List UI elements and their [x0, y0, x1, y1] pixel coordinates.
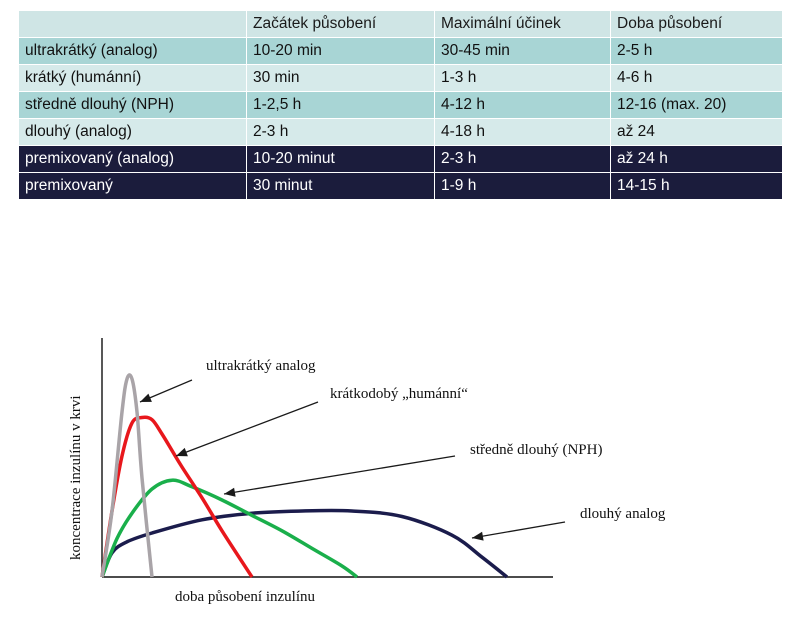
table-row: dlouhý (analog) 2-3 h 4-18 h až 24 [18, 118, 783, 146]
annotation-arrowhead-dlouhy-analog [472, 531, 484, 541]
y-axis-label: koncentrace inzulínu v krvi [68, 395, 84, 560]
cell-duration: až 24 [610, 118, 783, 146]
table-header-corner [18, 10, 247, 38]
cell-onset: 30 minut [246, 172, 435, 200]
cell-peak: 1-3 h [434, 64, 611, 92]
insulin-table: Začátek působení Maximální účinek Doba p… [18, 10, 783, 200]
table-row: premixovaný (analog) 10-20 minut 2-3 h a… [18, 145, 783, 173]
annotation-ultrakratky-analog: ultrakrátký analog [206, 358, 316, 374]
annotation-kratkodoby-humanni: krátkodobý „humánní“ [330, 386, 468, 402]
table-row: krátký (humánní) 30 min 1-3 h 4-6 h [18, 64, 783, 92]
annotation-arrow-dlouhy-analog [471, 521, 566, 539]
cell-peak: 4-12 h [434, 91, 611, 119]
annotation-stredne-dlouhy-nph: středně dlouhý (NPH) [470, 442, 602, 458]
cell-type: dlouhý (analog) [18, 118, 247, 146]
cell-type: krátký (humánní) [18, 64, 247, 92]
annotation-arrowhead-stredne-dlouhy-nph [224, 487, 236, 497]
cell-duration: 14-15 h [610, 172, 783, 200]
table-header-peak: Maximální účinek [434, 10, 611, 38]
annotation-dlouhy-analog: dlouhý analog [580, 506, 666, 522]
cell-duration: 2-5 h [610, 37, 783, 65]
series-layer [100, 373, 509, 579]
cell-onset: 30 min [246, 64, 435, 92]
series-line-ultrakratky-analog [100, 373, 154, 578]
cell-duration: 4-6 h [610, 64, 783, 92]
table-row: ultrakrátký (analog) 10-20 min 30-45 min… [18, 37, 783, 65]
cell-peak: 1-9 h [434, 172, 611, 200]
annotation-arrow-stredne-dlouhy-nph [223, 455, 456, 495]
annotation-layer: ultrakrátký analog krátkodobý „humánní“ st… [139, 358, 666, 541]
cell-type: premixovaný [18, 172, 247, 200]
annotation-arrowhead-kratkodoby-humanni [176, 447, 188, 457]
series-line-kratkodoby-humanni [100, 415, 254, 578]
annotation-arrowhead-ultrakratky-analog [140, 393, 152, 402]
cell-duration: až 24 h [610, 145, 783, 173]
table-row: premixovaný 30 minut 1-9 h 14-15 h [18, 172, 783, 200]
cell-type: středně dlouhý (NPH) [18, 91, 247, 119]
series-line-stredne-dlouhy-nph [100, 478, 359, 579]
cell-duration: 12-16 (max. 20) [610, 91, 783, 119]
table-header-duration: Doba působení [610, 10, 783, 38]
cell-onset: 2-3 h [246, 118, 435, 146]
x-axis-label: doba působení inzulínu [175, 589, 315, 605]
cell-onset: 10-20 min [246, 37, 435, 65]
annotation-arrow-kratkodoby-humanni [175, 401, 319, 457]
series-line-dlouhy-analog [100, 508, 509, 579]
cell-peak: 4-18 h [434, 118, 611, 146]
cell-peak: 2-3 h [434, 145, 611, 173]
cell-onset: 10-20 minut [246, 145, 435, 173]
